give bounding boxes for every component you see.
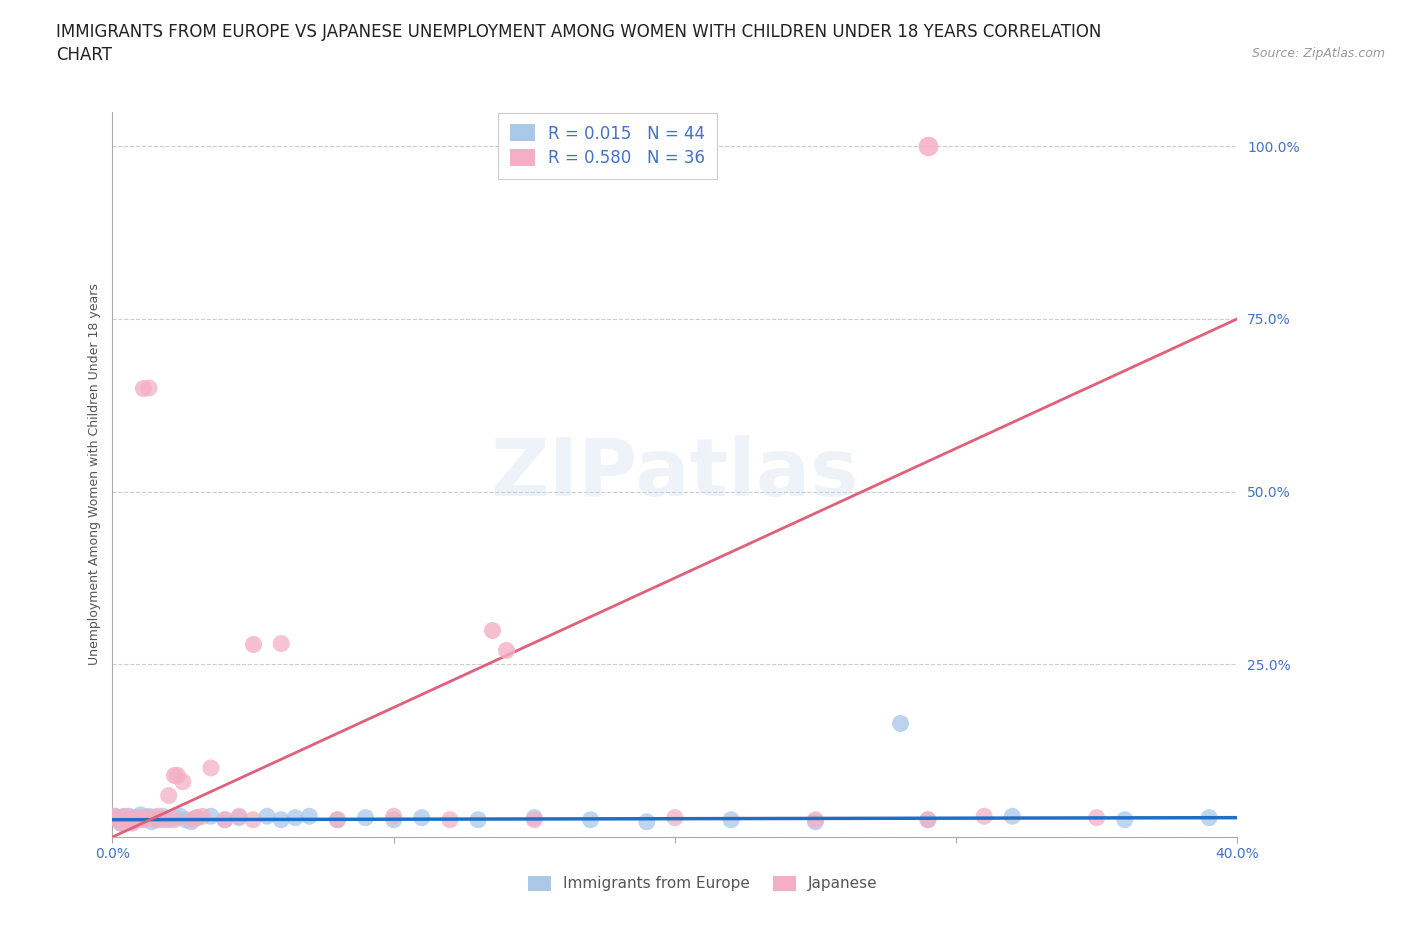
Point xyxy=(174,812,197,827)
Point xyxy=(973,809,995,824)
Point xyxy=(138,809,160,824)
Text: ZIPatlas: ZIPatlas xyxy=(491,435,859,513)
Point xyxy=(141,815,163,830)
Point xyxy=(152,809,174,824)
Point xyxy=(804,812,827,827)
Legend: Immigrants from Europe, Japanese: Immigrants from Europe, Japanese xyxy=(522,870,884,897)
Point xyxy=(214,812,236,827)
Point xyxy=(382,812,405,827)
Point xyxy=(664,810,686,825)
Point xyxy=(1085,810,1108,825)
Point xyxy=(917,139,939,153)
Point xyxy=(163,810,186,825)
Point xyxy=(112,809,135,824)
Point xyxy=(127,812,149,827)
Point xyxy=(118,812,141,827)
Point xyxy=(104,809,127,824)
Point xyxy=(228,809,250,824)
Point xyxy=(104,809,127,824)
Point xyxy=(110,816,132,830)
Point xyxy=(200,761,222,776)
Point xyxy=(495,643,517,658)
Point xyxy=(191,809,214,824)
Point xyxy=(917,812,939,827)
Point xyxy=(118,809,141,824)
Point xyxy=(523,810,546,825)
Point xyxy=(157,788,180,803)
Point xyxy=(889,715,911,730)
Point xyxy=(186,810,208,825)
Point xyxy=(228,810,250,825)
Point xyxy=(186,810,208,825)
Point xyxy=(127,812,149,827)
Text: IMMIGRANTS FROM EUROPE VS JAPANESE UNEMPLOYMENT AMONG WOMEN WITH CHILDREN UNDER : IMMIGRANTS FROM EUROPE VS JAPANESE UNEMP… xyxy=(56,23,1102,41)
Point xyxy=(467,812,489,827)
Point xyxy=(270,812,292,827)
Point xyxy=(107,812,129,827)
Point xyxy=(132,812,155,827)
Point xyxy=(110,816,132,830)
Point xyxy=(135,810,157,825)
Point xyxy=(242,636,264,651)
Point xyxy=(200,809,222,824)
Point xyxy=(720,812,742,827)
Point xyxy=(112,812,135,827)
Point xyxy=(132,380,155,395)
Point xyxy=(270,636,292,651)
Legend: R = 0.015   N = 44, R = 0.580   N = 36: R = 0.015 N = 44, R = 0.580 N = 36 xyxy=(498,113,717,179)
Point xyxy=(138,380,160,395)
Point xyxy=(121,816,143,830)
Point xyxy=(1001,809,1024,824)
Point xyxy=(214,812,236,827)
Point xyxy=(1114,812,1136,827)
Point xyxy=(439,812,461,827)
Point xyxy=(124,810,146,825)
Point xyxy=(804,815,827,830)
Point xyxy=(284,810,307,825)
Point xyxy=(115,812,138,827)
Point xyxy=(579,812,602,827)
Point xyxy=(121,815,143,830)
Point xyxy=(135,810,157,825)
Point xyxy=(143,810,166,825)
Point xyxy=(146,809,169,824)
Text: CHART: CHART xyxy=(56,46,112,64)
Point xyxy=(326,812,349,827)
Point xyxy=(481,622,503,637)
Text: Source: ZipAtlas.com: Source: ZipAtlas.com xyxy=(1251,46,1385,60)
Point xyxy=(636,815,658,830)
Point xyxy=(129,807,152,822)
Point xyxy=(132,812,155,827)
Point xyxy=(115,809,138,824)
Point xyxy=(180,812,202,827)
Point xyxy=(152,812,174,827)
Y-axis label: Unemployment Among Women with Children Under 18 years: Unemployment Among Women with Children U… xyxy=(89,284,101,665)
Point xyxy=(124,812,146,827)
Point xyxy=(242,812,264,827)
Point xyxy=(143,812,166,827)
Point xyxy=(354,810,377,825)
Point xyxy=(169,809,191,824)
Point xyxy=(146,812,169,827)
Point xyxy=(166,767,188,782)
Point xyxy=(411,810,433,825)
Point xyxy=(180,815,202,830)
Point xyxy=(326,812,349,827)
Point xyxy=(917,812,939,827)
Point xyxy=(107,812,129,827)
Point xyxy=(129,810,152,825)
Point xyxy=(523,812,546,827)
Point xyxy=(172,775,194,790)
Point xyxy=(256,809,278,824)
Point xyxy=(163,767,186,782)
Point xyxy=(157,812,180,827)
Point xyxy=(163,812,186,827)
Point xyxy=(1198,810,1220,825)
Point xyxy=(382,809,405,824)
Point xyxy=(298,809,321,824)
